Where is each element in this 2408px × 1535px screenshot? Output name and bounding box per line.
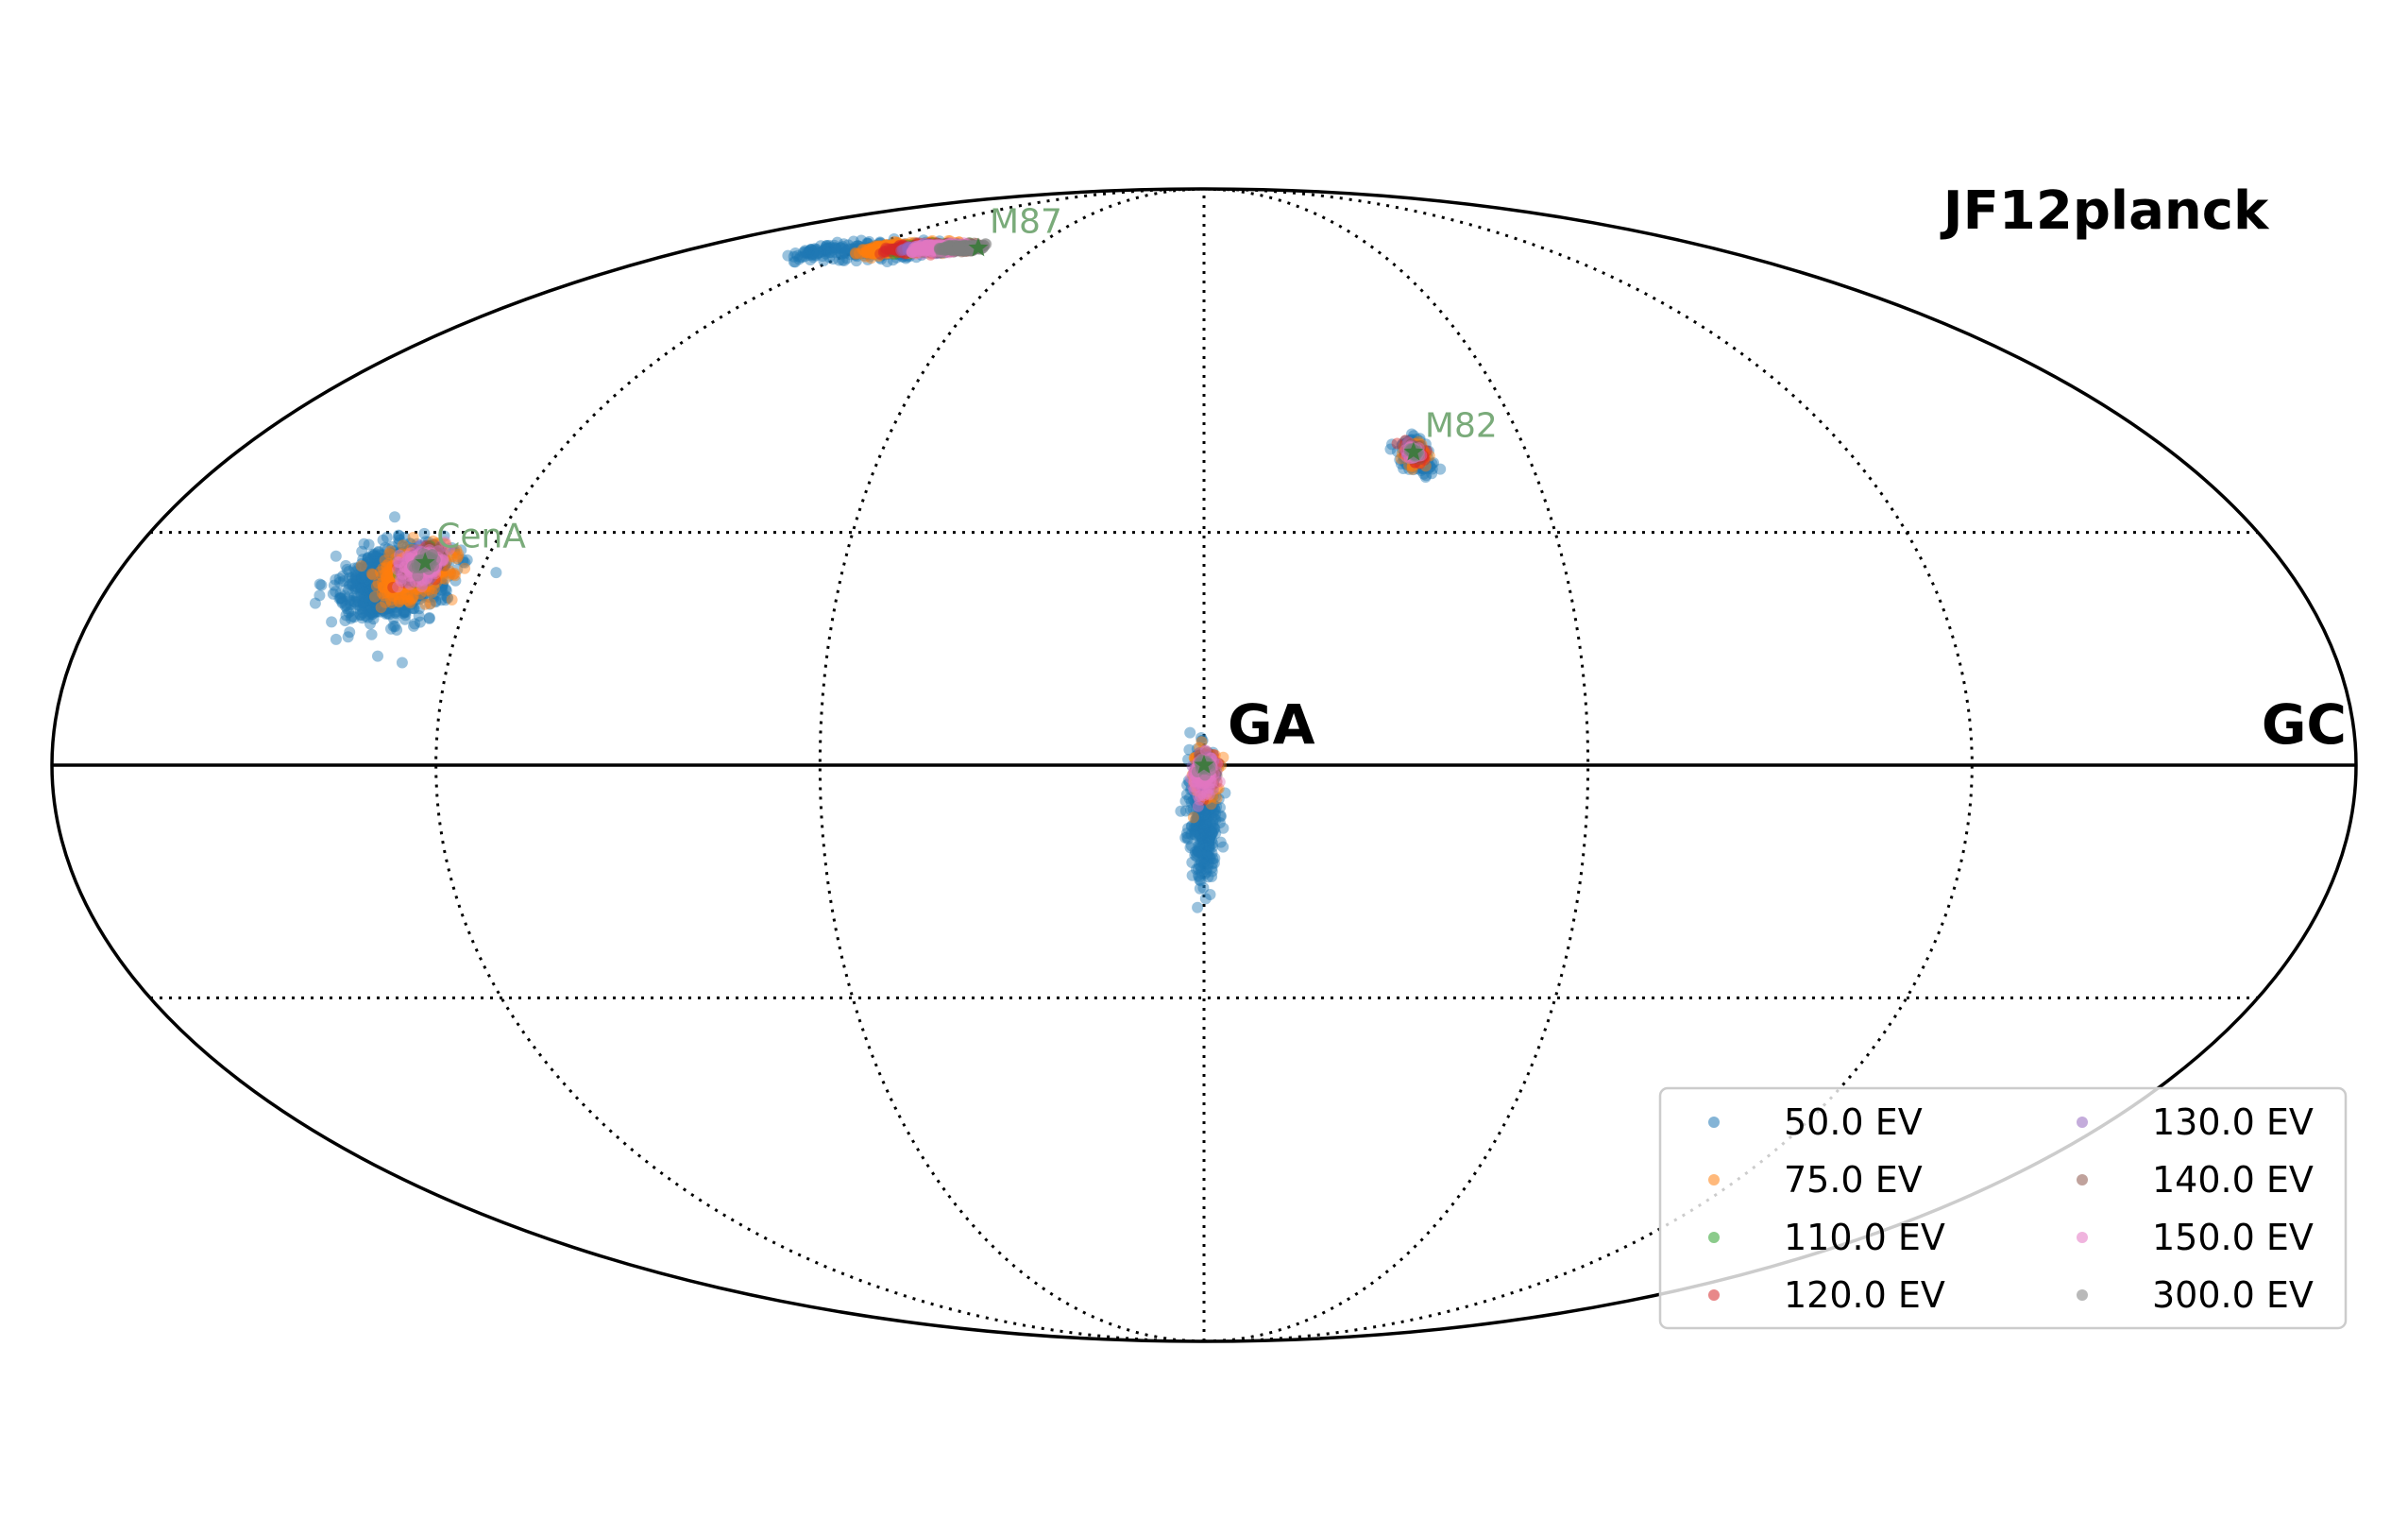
data-point — [396, 575, 407, 587]
data-point — [376, 602, 387, 613]
data-point — [1434, 464, 1446, 475]
scatter-points — [310, 233, 1446, 913]
data-point — [1180, 795, 1192, 807]
data-point — [1217, 842, 1229, 853]
data-point — [459, 563, 470, 574]
data-point — [490, 567, 501, 578]
data-point — [326, 616, 337, 627]
data-point — [1207, 842, 1218, 853]
data-point — [383, 548, 395, 559]
data-point — [356, 546, 367, 557]
data-point — [1193, 863, 1204, 875]
data-point — [360, 610, 371, 622]
data-point — [389, 511, 400, 522]
data-point — [1204, 851, 1215, 862]
data-point — [357, 583, 368, 594]
data-point — [409, 618, 420, 629]
data-point — [839, 247, 850, 259]
data-point — [337, 571, 348, 582]
data-point — [1188, 811, 1199, 823]
data-point — [419, 599, 431, 610]
data-point — [331, 634, 342, 645]
data-point — [366, 569, 378, 580]
data-point — [340, 615, 351, 626]
data-point — [397, 657, 408, 669]
data-point — [408, 590, 419, 602]
data-point — [348, 596, 360, 607]
data-point — [864, 245, 875, 256]
data-point — [385, 623, 397, 635]
data-point — [310, 598, 321, 609]
data-point — [412, 571, 423, 582]
data-point — [1192, 902, 1203, 913]
data-point — [424, 613, 435, 624]
data-point — [356, 560, 367, 571]
data-point — [378, 563, 389, 574]
data-point — [1200, 893, 1212, 904]
data-point — [393, 530, 404, 541]
data-point — [815, 240, 826, 251]
data-point — [394, 595, 405, 606]
data-point — [328, 588, 339, 600]
data-point — [366, 629, 378, 640]
data-point — [1182, 833, 1194, 844]
data-point — [825, 242, 837, 253]
data-point — [315, 580, 327, 591]
data-point — [447, 594, 458, 605]
data-point — [850, 248, 861, 260]
data-point — [1189, 776, 1200, 788]
data-point — [1184, 727, 1196, 739]
data-point — [331, 551, 342, 562]
data-point — [344, 626, 355, 638]
data-point — [1193, 801, 1204, 812]
data-point — [794, 251, 805, 263]
data-point — [372, 651, 383, 662]
